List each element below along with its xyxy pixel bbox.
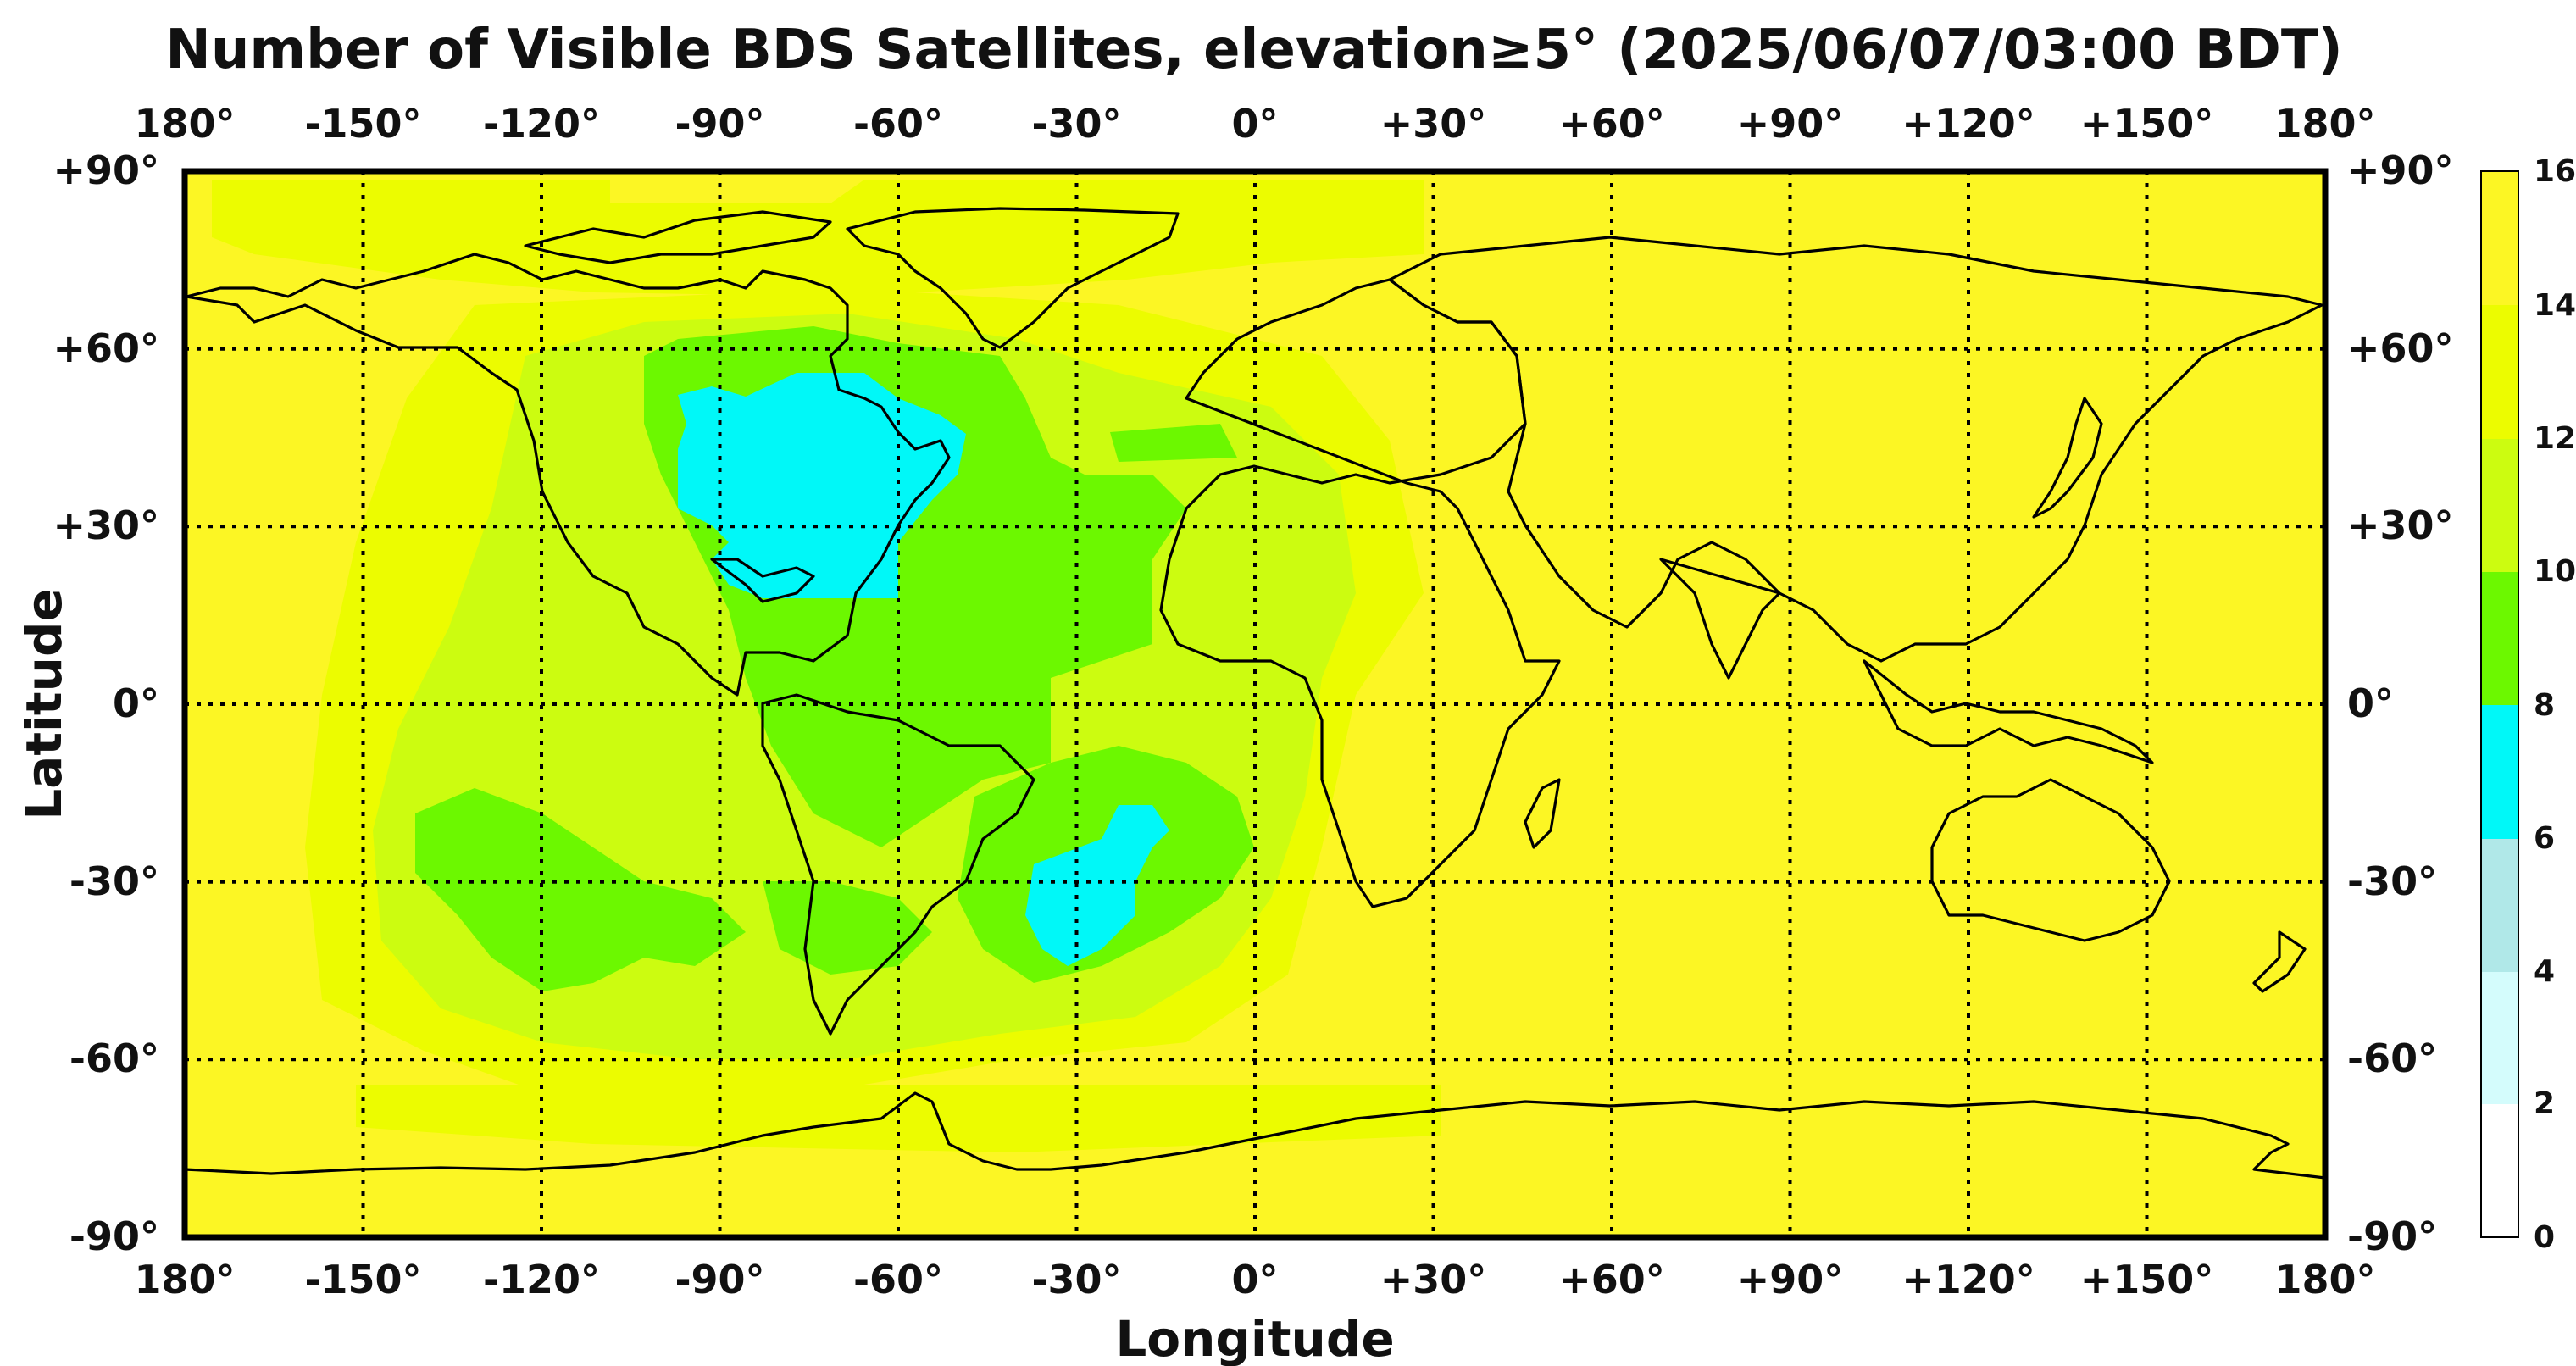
lat-tick-left: -90°	[69, 1213, 159, 1259]
colorbar-band-0-2	[2481, 1103, 2518, 1237]
colorbar-tick: 8	[2534, 688, 2555, 723]
lon-tick-top: 0°	[1231, 101, 1278, 147]
lat-tick-left: -60°	[69, 1036, 159, 1081]
level-12-14-south-band	[356, 1085, 1441, 1152]
lon-tick-top: -30°	[1031, 101, 1121, 147]
lon-tick-bottom: 0°	[1231, 1257, 1278, 1302]
lat-tick-right: -60°	[2347, 1036, 2437, 1081]
coastline-japan	[2032, 397, 2103, 519]
lon-tick-bottom: +120°	[1901, 1257, 2035, 1302]
lat-tick-left: 0°	[113, 680, 159, 726]
lat-tick-right: -30°	[2347, 858, 2437, 904]
lat-tick-right: 0°	[2347, 680, 2394, 726]
level-6-8-north-america	[678, 373, 966, 598]
coastline-arctic-islands	[524, 210, 832, 264]
lon-tick-top: -60°	[853, 101, 943, 147]
lat-ticks-left: +90° +60° +30° 0° -30° -60° -90°	[53, 147, 159, 1259]
coastline-gulf	[710, 558, 815, 603]
colorbar: 16 14 12 10 8 6 4 2 0	[2480, 154, 2576, 1255]
colorbar-tick: 2	[2534, 1086, 2555, 1121]
lon-tick-bottom: -150°	[304, 1257, 421, 1302]
lat-tick-left: -30°	[69, 858, 159, 904]
coastline-asia	[1388, 236, 2323, 663]
coastline-madagascar	[1524, 778, 1561, 849]
lon-tick-top: -120°	[483, 101, 600, 147]
lon-tick-bottom: +90°	[1737, 1257, 1844, 1302]
y-axis-label: Latitude	[15, 588, 73, 820]
colorbar-tick: 16	[2534, 154, 2576, 189]
lon-ticks-bottom: 180° -150° -120° -90° -60° -30° 0° +30° …	[134, 1257, 2375, 1302]
lon-tick-top: +30°	[1380, 101, 1487, 147]
colorbar-band-2-4	[2481, 971, 2518, 1104]
lon-tick-top: +60°	[1558, 101, 1665, 147]
map-title: Number of Visible BDS Satellites, elevat…	[165, 19, 2342, 81]
coastline-south-america	[761, 693, 1035, 1036]
lon-tick-bottom: -60°	[853, 1257, 943, 1302]
lon-tick-bottom: -90°	[675, 1257, 764, 1302]
lon-tick-bottom: +60°	[1558, 1257, 1665, 1302]
map-panel	[181, 168, 2329, 1241]
lon-tick-top: +120°	[1901, 101, 2035, 147]
colorbar-band-14-16	[2481, 171, 2518, 305]
lat-tick-right: +60°	[2347, 325, 2454, 371]
colorbar-band-10-12	[2481, 438, 2518, 572]
lon-tick-top: +150°	[2080, 101, 2214, 147]
level-8-10-south-pacific	[415, 788, 746, 991]
lon-tick-bottom: +30°	[1380, 1257, 1487, 1302]
colorbar-tick: 14	[2534, 288, 2576, 323]
lat-tick-left: +30°	[53, 503, 159, 548]
coastline-north-america	[185, 253, 951, 697]
x-axis-label: Longitude	[1115, 1310, 1394, 1366]
lat-tick-right: +30°	[2347, 503, 2454, 548]
colorbar-band-6-8	[2481, 705, 2518, 839]
lat-tick-right: +90°	[2347, 147, 2454, 193]
graticule	[185, 171, 2325, 1237]
lon-tick-top: +90°	[1737, 101, 1844, 147]
level-6-8-south-atlantic	[1025, 805, 1169, 966]
level-8-10-north-atlantic-patch	[1110, 424, 1237, 462]
colorbar-band-8-10	[2481, 571, 2518, 705]
colorbar-tick: 12	[2534, 421, 2576, 456]
colorbar-tick: 4	[2534, 954, 2555, 989]
lat-ticks-right: +90° +60° +30° 0° -30° -60° -90°	[2347, 147, 2454, 1259]
lon-tick-top: -90°	[675, 101, 764, 147]
lon-tick-bottom: -30°	[1031, 1257, 1121, 1302]
colorbar-tick: 6	[2534, 821, 2555, 856]
colorbar-tick: 10	[2534, 554, 2576, 589]
colorbar-tick: 0	[2534, 1220, 2555, 1255]
satellite-count-field	[212, 180, 1441, 1152]
lat-tick-left: +90°	[53, 147, 159, 193]
coastline-new-zealand	[2252, 930, 2307, 993]
lon-tick-top: -150°	[304, 101, 421, 147]
colorbar-frame	[2480, 170, 2519, 1238]
lon-tick-bottom: 180°	[134, 1257, 235, 1302]
lat-tick-left: +60°	[53, 325, 159, 371]
coastline-antarctica	[185, 1091, 2325, 1180]
colorbar-band-12-14	[2481, 305, 2518, 439]
lat-tick-right: -90°	[2347, 1213, 2437, 1259]
coastline-greenland	[846, 207, 1180, 349]
map-frame	[181, 168, 2329, 1241]
lon-tick-bottom: 180°	[2274, 1257, 2375, 1302]
lon-tick-bottom: +150°	[2080, 1257, 2214, 1302]
colorbar-band-4-6	[2481, 838, 2518, 972]
coastline-india	[1659, 558, 1781, 680]
coastline-australia	[1930, 778, 2171, 942]
lon-tick-bottom: -120°	[483, 1257, 600, 1302]
lon-tick-top: 180°	[2274, 101, 2375, 147]
lon-tick-top: 180°	[134, 101, 235, 147]
lon-ticks-top: 180° -150° -120° -90° -60° -30° 0° +30° …	[134, 101, 2375, 147]
